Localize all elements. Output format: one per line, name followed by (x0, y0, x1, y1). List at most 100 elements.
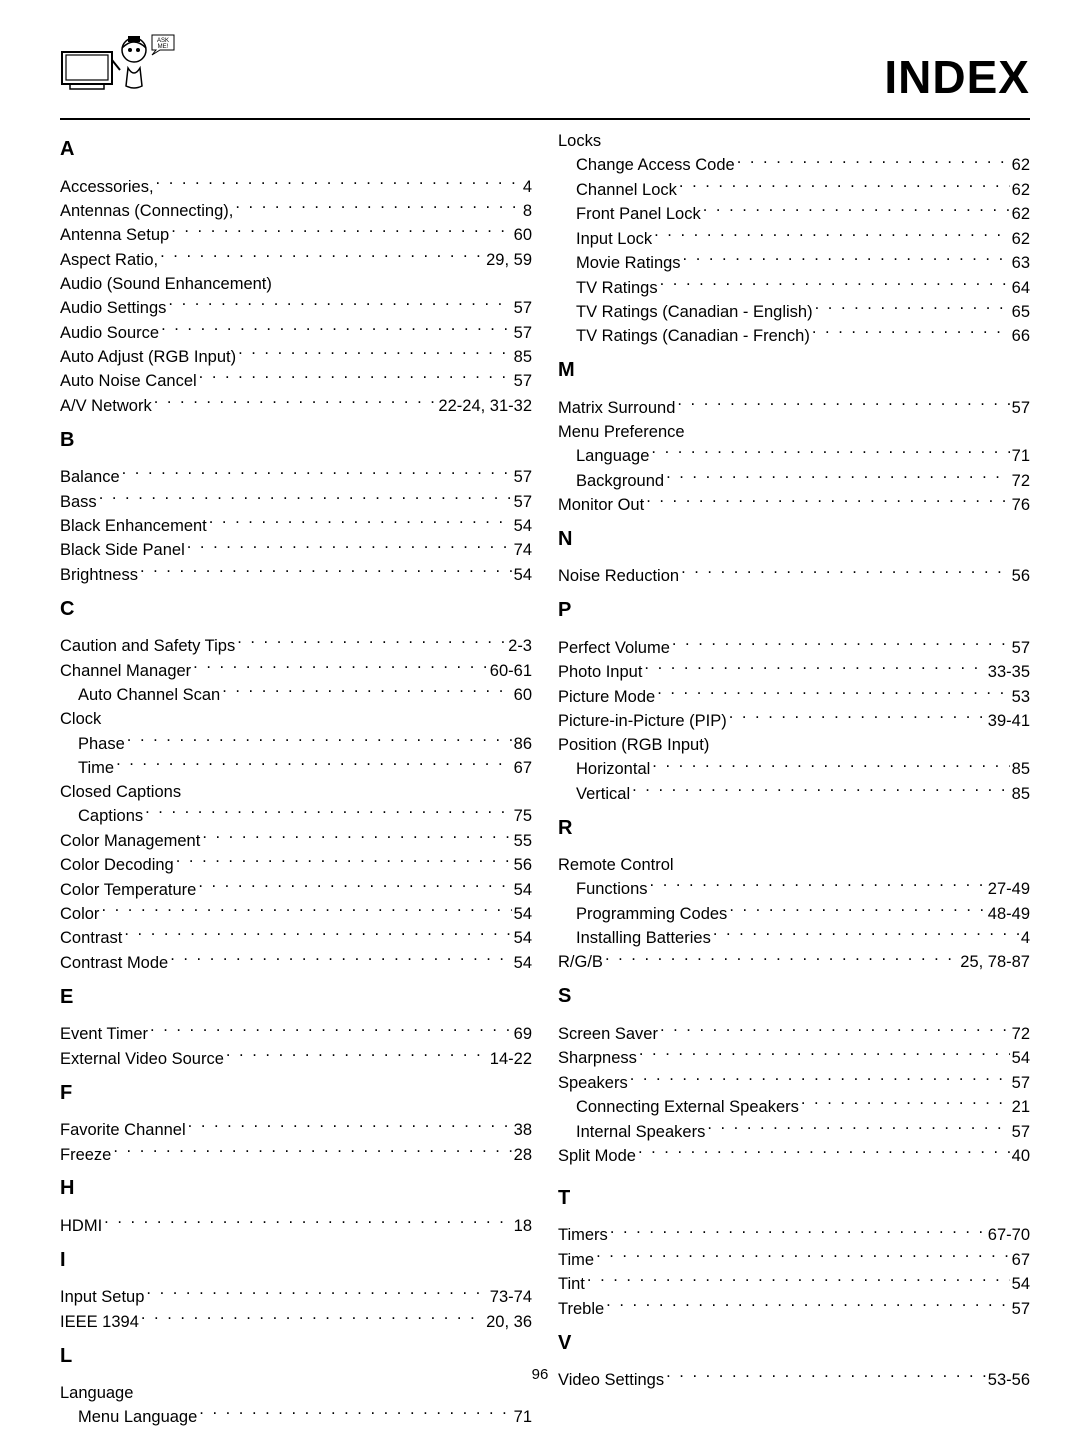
section-letter: C (60, 598, 532, 621)
leader-dots (660, 1022, 1010, 1039)
index-entry: Matrix Surround 57 (558, 396, 1030, 420)
entry-label: Timers (558, 1224, 608, 1248)
entry-page: 75 (514, 805, 532, 829)
entry-label: A/V Network (60, 395, 152, 419)
index-heading: Closed Captions (60, 781, 532, 805)
entry-label: Menu Language (78, 1406, 197, 1430)
index-heading: Menu Preference (558, 421, 1030, 445)
index-entry: Picture-in-Picture (PIP) 39-41 (558, 710, 1030, 734)
leader-dots (681, 565, 1010, 582)
page-title: INDEX (884, 54, 1030, 100)
entry-page: 85 (514, 346, 532, 370)
index-entry: TV Ratings 64 (558, 276, 1030, 300)
index-entry: Tint 54 (558, 1273, 1030, 1297)
leader-dots (154, 394, 437, 411)
page-number: 96 (532, 1366, 549, 1383)
leader-dots (666, 1369, 986, 1386)
index-entry: Color Decoding 56 (60, 854, 532, 878)
entry-page: 67 (1012, 1249, 1030, 1273)
entry-label: TV Ratings (Canadian - French) (576, 325, 810, 349)
entry-page: 57 (1012, 397, 1030, 421)
leader-dots (606, 1297, 1009, 1314)
entry-page: 38 (514, 1119, 532, 1143)
index-entry: Menu Language 71 (60, 1406, 532, 1430)
entry-block: LocksChange Access Code 62Channel Lock 6… (558, 130, 1030, 349)
leader-dots (141, 1310, 484, 1327)
section-letter: B (60, 429, 532, 452)
index-heading: Language (60, 1382, 532, 1406)
entry-page: 57 (1012, 1298, 1030, 1322)
entry-label: Perfect Volume (558, 637, 670, 661)
entry-page: 20, 36 (486, 1311, 532, 1335)
entry-page: 54 (514, 879, 532, 903)
entry-block: Screen Saver 72Sharpness 54Speakers 57Co… (558, 1022, 1030, 1169)
index-entry: Horizontal 85 (558, 758, 1030, 782)
index-entry: Accessories, 4 (60, 175, 532, 199)
entry-block: Balance 57Bass 57Black Enhancement 54Bla… (60, 466, 532, 588)
entry-label: Front Panel Lock (576, 203, 701, 227)
entry-page: 74 (514, 539, 532, 563)
index-entry: Auto Channel Scan 60 (60, 684, 532, 708)
section-letter: E (60, 986, 532, 1009)
entry-label: Black Enhancement (60, 515, 207, 539)
entry-block: Input Setup 73-74IEEE 1394 20, 36 (60, 1286, 532, 1335)
entry-page: 33-35 (988, 661, 1030, 685)
entry-page: 62 (1012, 203, 1030, 227)
index-entry: Black Side Panel 74 (60, 539, 532, 563)
section-letter: H (60, 1177, 532, 1200)
index-entry: Sharpness 54 (558, 1047, 1030, 1071)
leader-dots (650, 878, 986, 895)
index-entry: External Video Source 14-22 (60, 1047, 532, 1071)
leader-dots (677, 396, 1009, 413)
index-entry: Input Setup 73-74 (60, 1286, 532, 1310)
index-entry: Installing Batteries 4 (558, 927, 1030, 951)
index-entry: Video Settings 53-56 (558, 1369, 1030, 1393)
entry-label: Tint (558, 1273, 585, 1297)
entry-page: 67 (514, 757, 532, 781)
index-entry: IEEE 1394 20, 36 (60, 1310, 532, 1334)
entry-page: 57 (1012, 637, 1030, 661)
index-entry: HDMI 18 (60, 1214, 532, 1238)
entry-page: 25, 78-87 (960, 951, 1030, 975)
index-entry: Antennas (Connecting), 8 (60, 199, 532, 223)
entry-label: IEEE 1394 (60, 1311, 139, 1335)
entry-label: Phase (78, 733, 125, 757)
entry-label: Auto Channel Scan (78, 684, 220, 708)
entry-label: Functions (576, 878, 648, 902)
entry-page: 28 (514, 1144, 532, 1168)
leader-dots (209, 515, 512, 532)
entry-page: 53 (1012, 686, 1030, 710)
leader-dots (150, 1023, 512, 1040)
index-entry: Freeze 28 (60, 1143, 532, 1167)
entry-label: Accessories, (60, 176, 154, 200)
entry-label: Color (60, 903, 99, 927)
leader-dots (713, 927, 1019, 944)
entry-label: Black Side Panel (60, 539, 185, 563)
entry-page: 29, 59 (486, 249, 532, 273)
entry-page: 14-22 (490, 1048, 532, 1072)
index-entry: Functions 27-49 (558, 878, 1030, 902)
leader-dots (632, 782, 1010, 799)
leader-dots (168, 297, 511, 314)
entry-page: 8 (523, 200, 532, 224)
entry-label: Video Settings (558, 1369, 664, 1393)
leader-dots (812, 325, 1010, 342)
entry-label: Split Mode (558, 1145, 636, 1169)
index-entry: Contrast Mode 54 (60, 951, 532, 975)
leader-dots (199, 1406, 511, 1423)
section-letter: T (558, 1187, 1030, 1210)
entry-label: Audio Settings (60, 297, 166, 321)
leader-dots (610, 1224, 986, 1241)
index-entry: Speakers 57 (558, 1071, 1030, 1095)
index-entry: Phase 86 (60, 732, 532, 756)
leader-dots (122, 466, 512, 483)
leader-dots (202, 829, 511, 846)
index-entry: Language 71 (558, 445, 1030, 469)
entry-label: Antenna Setup (60, 224, 169, 248)
index-heading: Clock (60, 708, 532, 732)
section-letter: P (558, 599, 1030, 622)
entry-label: Time (78, 757, 114, 781)
entry-page: 57 (514, 491, 532, 515)
entry-label: Color Temperature (60, 879, 196, 903)
index-entry: Black Enhancement 54 (60, 515, 532, 539)
